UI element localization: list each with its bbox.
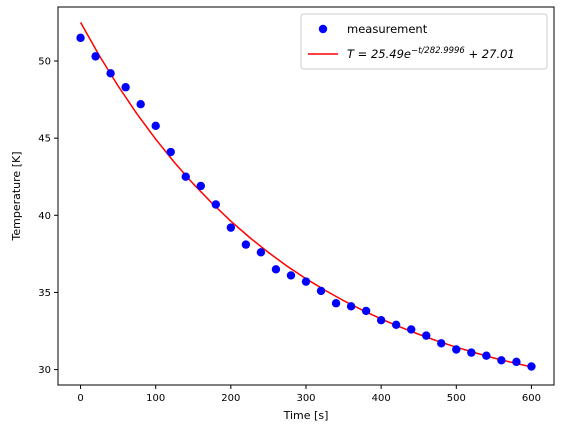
measurement-point-24 bbox=[437, 339, 446, 348]
measurement-point-5 bbox=[151, 121, 160, 130]
legend: measurement T = 25.49e−t/282.9996 + 27.0… bbox=[300, 13, 548, 70]
measurement-point-16 bbox=[316, 286, 326, 296]
x-tick-label-0: 0 bbox=[77, 393, 83, 404]
measurement-point-15 bbox=[301, 277, 311, 286]
legend-label-fit-suffix: + 27.01 bbox=[465, 47, 515, 61]
x-axis: 0 100 200 300 400 500 600 bbox=[77, 385, 541, 404]
measurement-point-6 bbox=[166, 147, 175, 157]
measurement-point-25 bbox=[452, 345, 461, 354]
measurement-point-27 bbox=[482, 351, 491, 360]
measurement-point-2 bbox=[106, 69, 115, 78]
measurement-point-1 bbox=[91, 52, 100, 61]
measurement-point-14 bbox=[286, 271, 296, 280]
measurement-point-3 bbox=[121, 83, 130, 92]
legend-box bbox=[300, 13, 548, 70]
x-tick-label-3: 300 bbox=[296, 393, 315, 404]
x-tick-label-2: 200 bbox=[221, 393, 240, 404]
measurement-point-21 bbox=[391, 320, 401, 330]
y-tick-label-1: 35 bbox=[38, 288, 51, 299]
measurement-point-20 bbox=[376, 316, 386, 325]
fit-curve-layer bbox=[79, 22, 532, 368]
y-tick-label-2: 40 bbox=[38, 211, 51, 222]
fit-curve bbox=[79, 22, 532, 368]
legend-label-measurement: measurement bbox=[347, 22, 428, 36]
measurement-point-30 bbox=[527, 362, 536, 371]
y-tick-label-0: 30 bbox=[38, 365, 51, 376]
y-tick-label-4: 50 bbox=[38, 57, 51, 68]
measurement-point-17 bbox=[331, 299, 341, 308]
y-tick-label-3: 45 bbox=[38, 134, 51, 145]
legend-label-fit-prefix: T = 25.49e bbox=[347, 47, 411, 61]
measurement-point-4 bbox=[136, 100, 145, 109]
measurement-point-9 bbox=[211, 200, 221, 209]
legend-label-fit-exponent: −t/282.9996 bbox=[411, 46, 465, 56]
measurement-point-29 bbox=[512, 357, 521, 367]
measurement-point-10 bbox=[226, 223, 236, 232]
x-tick-label-4: 400 bbox=[372, 393, 391, 404]
measurement-point-23 bbox=[422, 331, 431, 340]
measurement-point-13 bbox=[271, 265, 281, 274]
y-axis-label: Temperature [K] bbox=[10, 152, 23, 242]
x-tick-label-5: 500 bbox=[447, 393, 466, 404]
measurement-points-layer bbox=[76, 33, 536, 371]
measurement-point-19 bbox=[361, 306, 371, 316]
measurement-point-26 bbox=[467, 348, 476, 357]
legend-label-fit: T = 25.49e−t/282.9996 + 27.01 bbox=[347, 46, 515, 61]
measurement-point-7 bbox=[181, 172, 190, 181]
legend-marker-measurement bbox=[318, 24, 328, 34]
measurement-point-12 bbox=[256, 248, 266, 257]
measurement-point-18 bbox=[346, 302, 356, 311]
measurement-point-0 bbox=[76, 33, 85, 43]
x-tick-label-6: 600 bbox=[522, 393, 541, 404]
measurement-point-11 bbox=[241, 240, 251, 249]
measurement-point-8 bbox=[196, 181, 205, 191]
measurement-point-22 bbox=[407, 325, 416, 334]
x-tick-label-1: 100 bbox=[146, 393, 165, 404]
y-axis: 30 35 40 45 50 bbox=[38, 57, 58, 376]
x-axis-label: Time [s] bbox=[283, 409, 329, 422]
measurement-point-28 bbox=[497, 356, 506, 365]
